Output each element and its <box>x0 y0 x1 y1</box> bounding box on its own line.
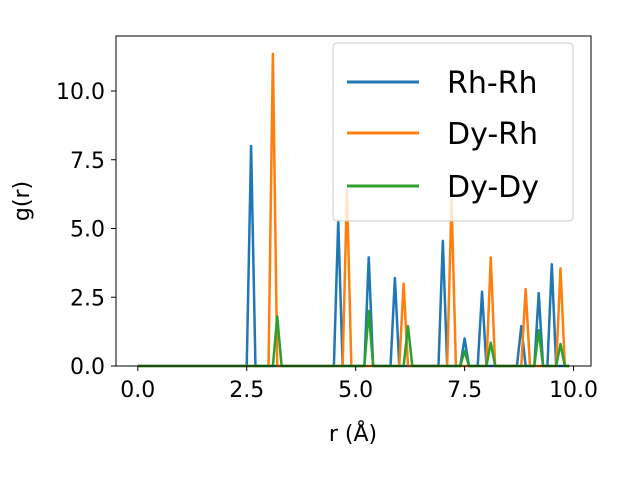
y-tick-label: 7.5 <box>70 149 105 174</box>
x-tick-label: 10.0 <box>549 378 598 403</box>
y-tick-label: 0.0 <box>70 355 105 380</box>
x-tick-label: 5.0 <box>338 378 373 403</box>
y-tick-label: 5.0 <box>70 218 105 243</box>
x-tick-label: 2.5 <box>229 378 264 403</box>
y-axis-label: g(r) <box>10 181 35 221</box>
plot-frame <box>115 35 592 367</box>
y-ticks: 0.0 2.5 5.0 7.5 10.0 <box>56 80 116 380</box>
legend: Rh-Rh Dy-Rh Dy-Dy <box>332 42 574 222</box>
y-tick-label: 10.0 <box>56 80 105 105</box>
legend-label-dy-dy: Dy-Dy <box>447 170 539 205</box>
y-tick-label: 2.5 <box>70 286 105 311</box>
series-line-dy-dy <box>137 309 570 368</box>
legend-label-rh-rh: Rh-Rh <box>447 66 538 101</box>
x-axis-label: r (Å) <box>329 420 377 447</box>
legend-box <box>332 42 574 222</box>
x-tick-label: 0.0 <box>120 378 155 403</box>
legend-label-dy-rh: Dy-Rh <box>447 117 538 152</box>
x-ticks: 0.0 2.5 5.0 7.5 10.0 <box>120 366 598 403</box>
x-tick-label: 7.5 <box>447 378 482 403</box>
